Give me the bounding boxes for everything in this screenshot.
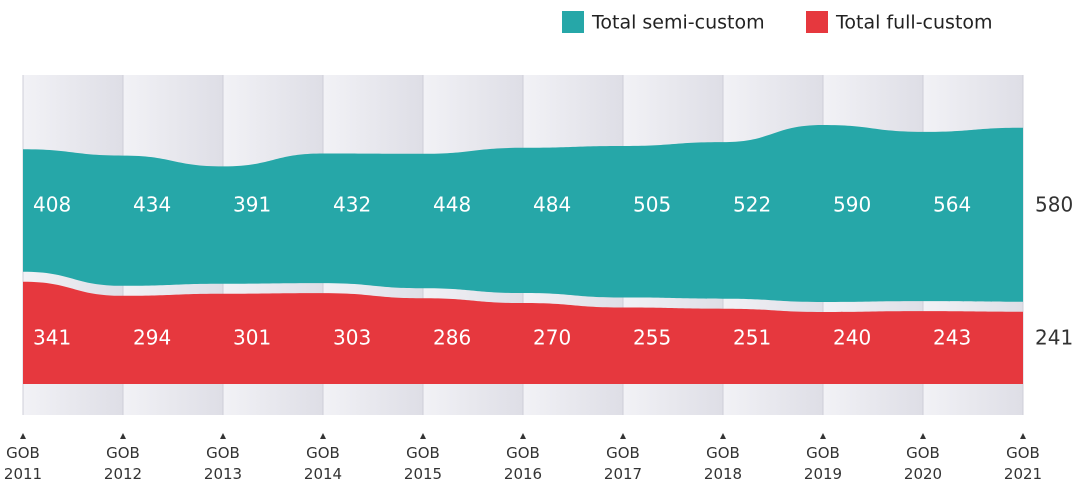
legend: Total semi-custom Total full-custom (562, 11, 993, 34)
area-semi-custom (23, 125, 1023, 302)
legend-label: Total semi-custom (591, 12, 765, 34)
tick-marker-icon (620, 433, 626, 439)
full-custom-value-label: 251 (733, 326, 771, 350)
x-tick-label: GOB (306, 444, 340, 462)
x-tick-label: GOB (506, 444, 540, 462)
x-tick-label: GOB (206, 444, 240, 462)
x-tick-label: 2014 (304, 465, 342, 483)
tick-marker-icon (520, 433, 526, 439)
legend-label: Total full-custom (835, 12, 993, 34)
x-tick-label: 2011 (4, 465, 42, 483)
full-custom-value-label: 255 (633, 326, 671, 350)
tick-marker-icon (920, 433, 926, 439)
area-full-custom (23, 281, 1023, 384)
full-custom-value-label: 301 (233, 326, 271, 350)
semi-custom-value-label: 505 (633, 193, 671, 217)
x-tick-label: 2015 (404, 465, 442, 483)
semi-custom-value-label: 580 (1035, 193, 1073, 217)
x-tick-label: GOB (906, 444, 940, 462)
tick-marker-icon (220, 433, 226, 439)
legend-swatch (806, 11, 828, 33)
full-custom-value-label: 243 (933, 326, 971, 350)
x-tick-label: GOB (606, 444, 640, 462)
x-tick-label: GOB (706, 444, 740, 462)
full-custom-value-label: 341 (33, 326, 71, 350)
x-tick-label: GOB (106, 444, 140, 462)
x-tick-label: 2020 (904, 465, 942, 483)
x-tick-label: 2017 (604, 465, 642, 483)
semi-custom-value-label: 522 (733, 193, 771, 217)
x-tick-label: 2012 (104, 465, 142, 483)
x-tick-label: 2016 (504, 465, 542, 483)
x-tick-label: GOB (806, 444, 840, 462)
semi-custom-value-label: 391 (233, 193, 271, 217)
full-custom-value-label: 286 (433, 326, 471, 350)
tick-marker-icon (20, 433, 26, 439)
semi-custom-value-label: 448 (433, 193, 471, 217)
tick-marker-icon (820, 433, 826, 439)
full-custom-value-label: 303 (333, 326, 371, 350)
semi-custom-value-label: 432 (333, 193, 371, 217)
full-custom-value-label: 294 (133, 326, 171, 350)
x-tick-label: 2018 (704, 465, 742, 483)
semi-custom-value-label: 434 (133, 193, 171, 217)
x-tick-label: GOB (6, 444, 40, 462)
tick-marker-icon (120, 433, 126, 439)
tick-marker-icon (420, 433, 426, 439)
x-tick-label: GOB (406, 444, 440, 462)
tick-marker-icon (720, 433, 726, 439)
full-custom-value-label: 241 (1035, 326, 1073, 350)
semi-custom-value-label: 590 (833, 193, 871, 217)
x-tick-label: 2013 (204, 465, 242, 483)
tick-marker-icon (1020, 433, 1026, 439)
legend-swatch (562, 11, 584, 33)
series-areas (23, 125, 1023, 384)
data-labels: 408 341 434 294 391 301 432 303 448 286 484 270 505 2… (33, 193, 1073, 350)
semi-custom-value-label: 564 (933, 193, 971, 217)
semi-custom-value-label: 484 (533, 193, 571, 217)
semi-custom-value-label: 408 (33, 193, 71, 217)
full-custom-value-label: 240 (833, 326, 871, 350)
x-tick-label: 2021 (1004, 465, 1042, 483)
x-tick-label: GOB (1006, 444, 1040, 462)
full-custom-value-label: 270 (533, 326, 571, 350)
x-axis: GOB 2011 GOB 2012 GOB 2013 GOB 2014 GOB 2015 GOB 20… (4, 433, 1042, 483)
tick-marker-icon (320, 433, 326, 439)
x-tick-label: 2019 (804, 465, 842, 483)
